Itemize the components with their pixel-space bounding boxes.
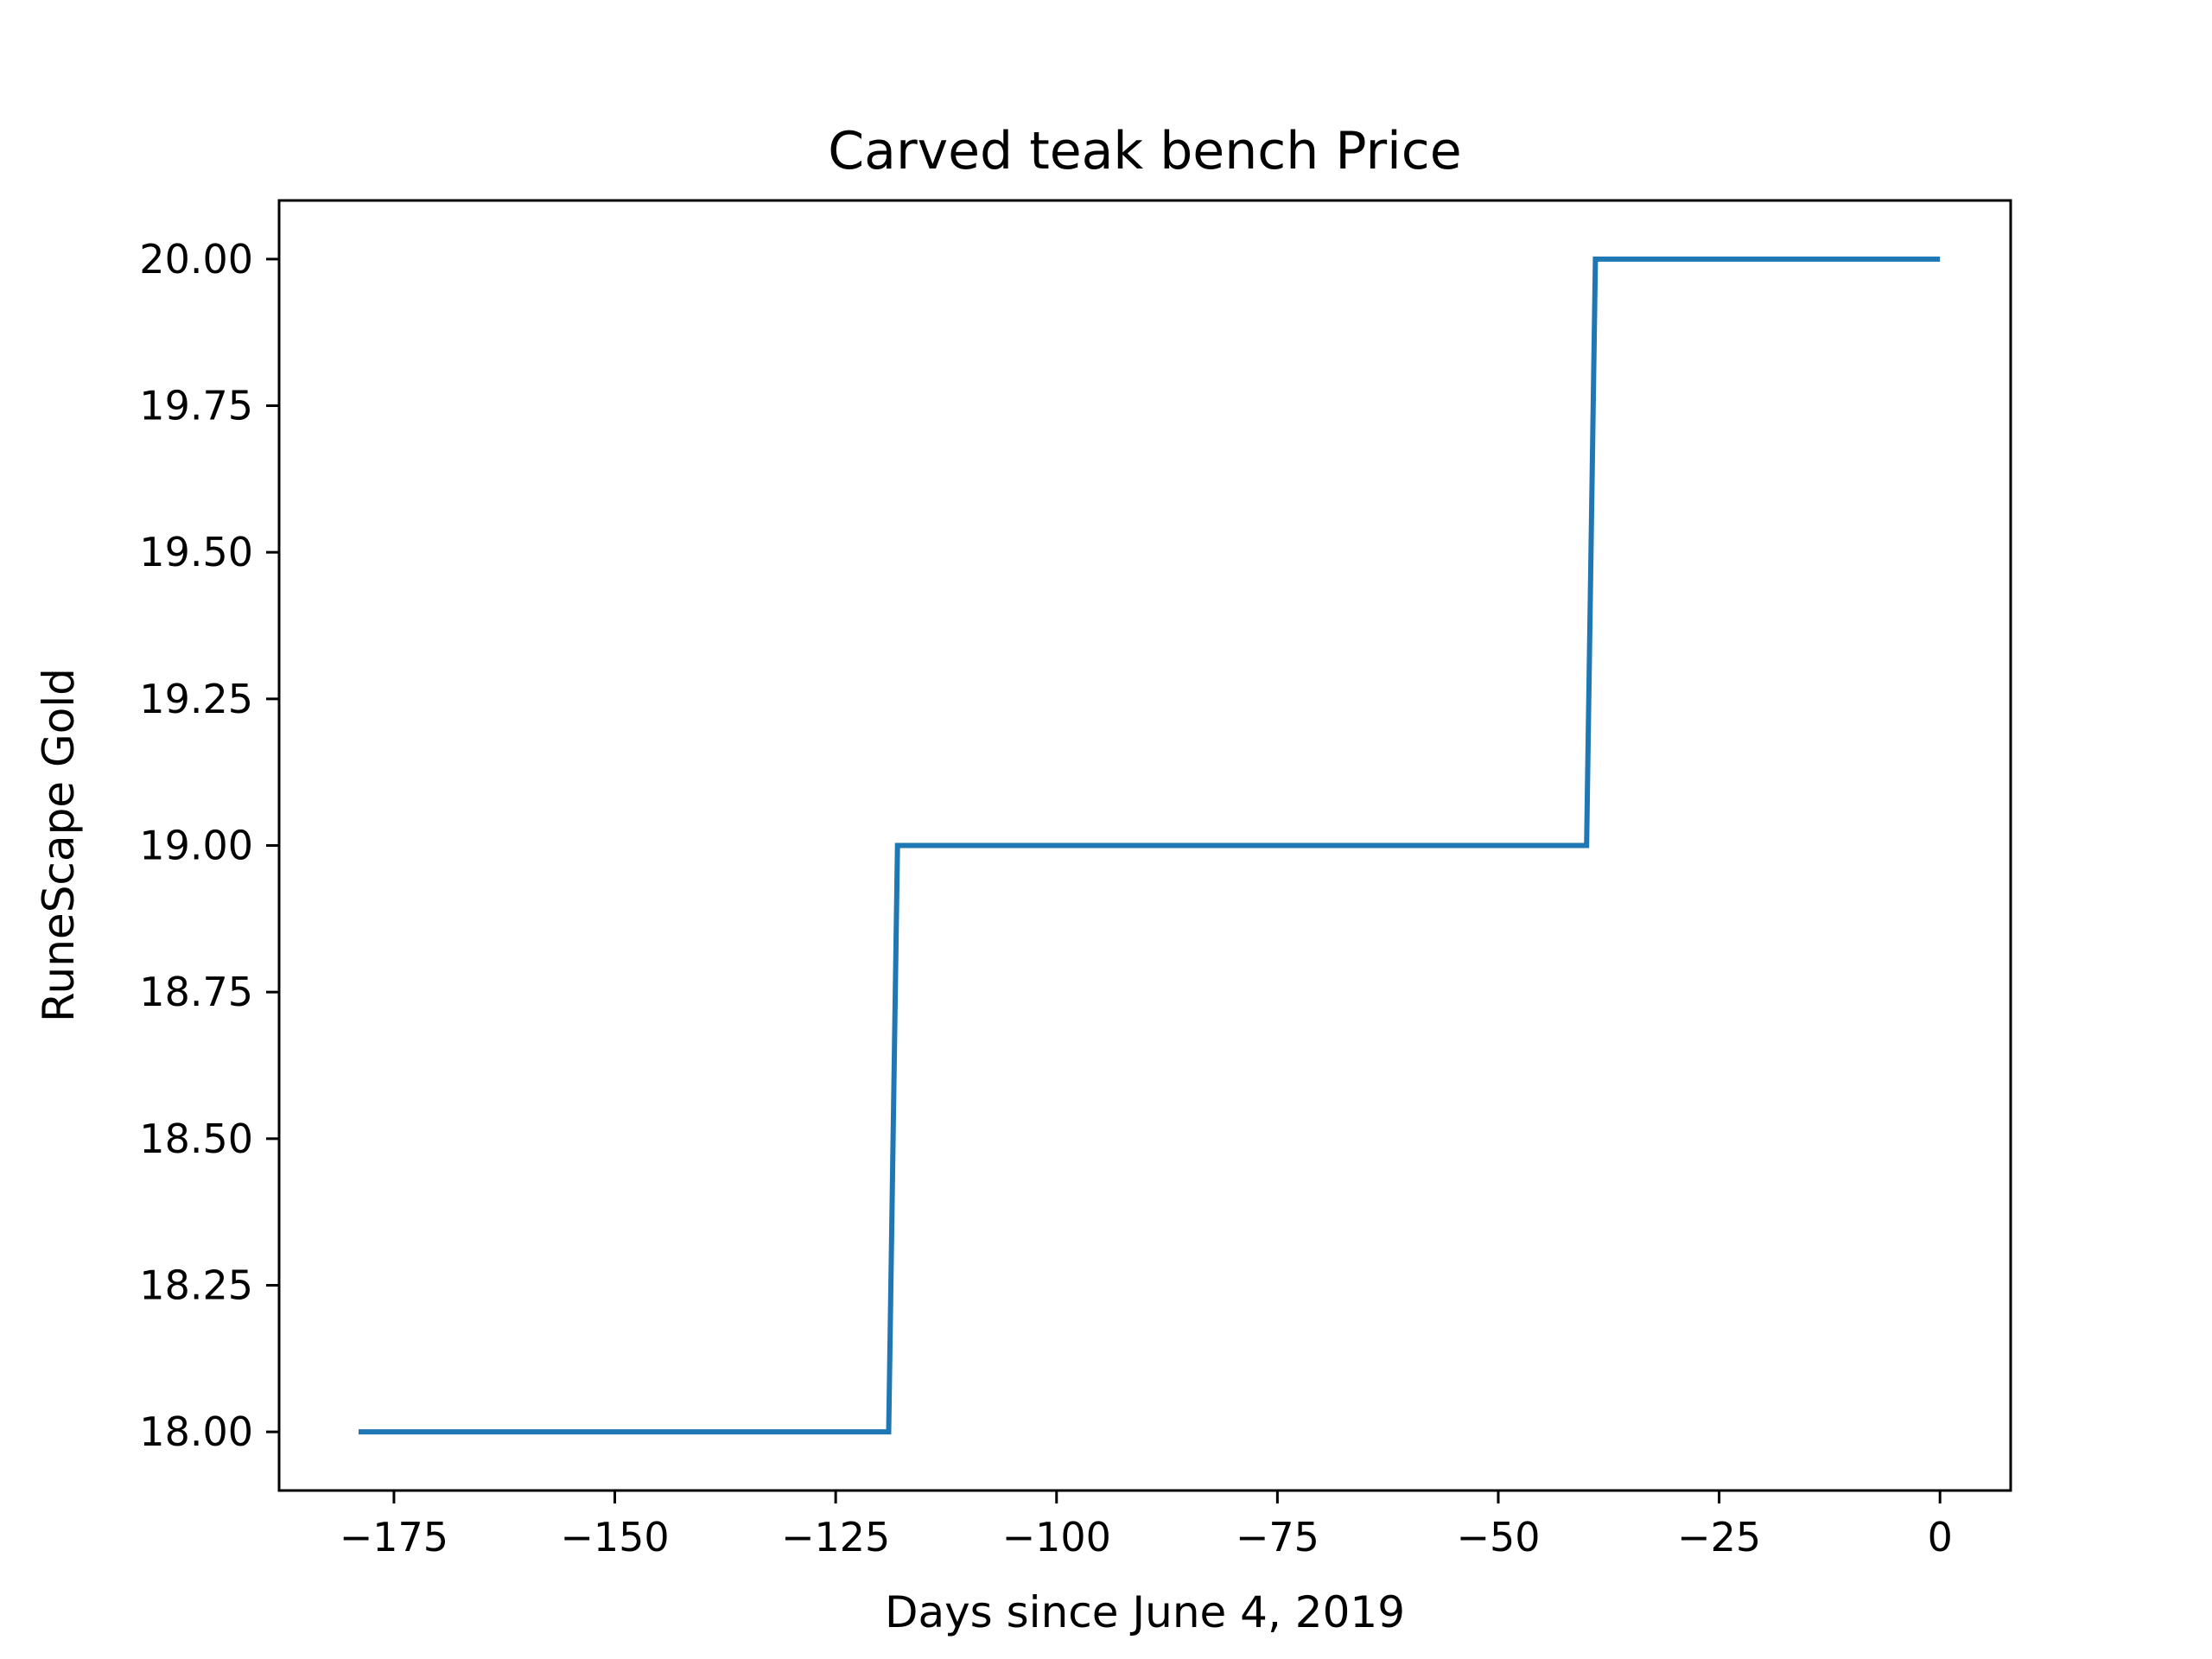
series-layer (359, 256, 1941, 1435)
x-tick-label: −50 (1456, 1514, 1540, 1560)
y-tick-label: 19.50 (139, 529, 253, 575)
y-tick-label: 20.00 (139, 236, 253, 283)
y-tick-label: 18.25 (139, 1262, 253, 1308)
x-axis-ticks: −175 −150 −125 −100 −75 −50 −25 0 (340, 1491, 1953, 1560)
x-tick-label: −75 (1236, 1514, 1319, 1560)
y-tick-label: 18.75 (139, 969, 253, 1015)
y-tick-label: 18.50 (139, 1116, 253, 1162)
x-tick-label: −125 (781, 1514, 890, 1560)
y-tick-label: 18.00 (139, 1408, 253, 1455)
x-tick-label: −100 (1002, 1514, 1111, 1560)
y-tick-label: 19.75 (139, 383, 253, 429)
y-tick-label: 19.00 (139, 823, 253, 869)
plot-frame (277, 199, 2012, 1492)
x-tick-label: −25 (1677, 1514, 1761, 1560)
y-axis-label: RuneScape Gold (34, 668, 84, 1022)
y-axis-ticks: 18.00 18.25 18.50 18.75 19.00 19.25 19.50 19.75… (139, 236, 279, 1455)
y-tick-label: 19.25 (139, 676, 253, 722)
x-tick-label: −175 (340, 1514, 448, 1560)
price-series-line (359, 256, 1941, 1435)
x-tick-label: −150 (560, 1514, 669, 1560)
x-tick-label: 0 (1928, 1514, 1953, 1560)
x-axis-label: Days since June 4, 2019 (885, 1587, 1405, 1637)
chart-title: Carved teak bench Price (828, 121, 1461, 181)
